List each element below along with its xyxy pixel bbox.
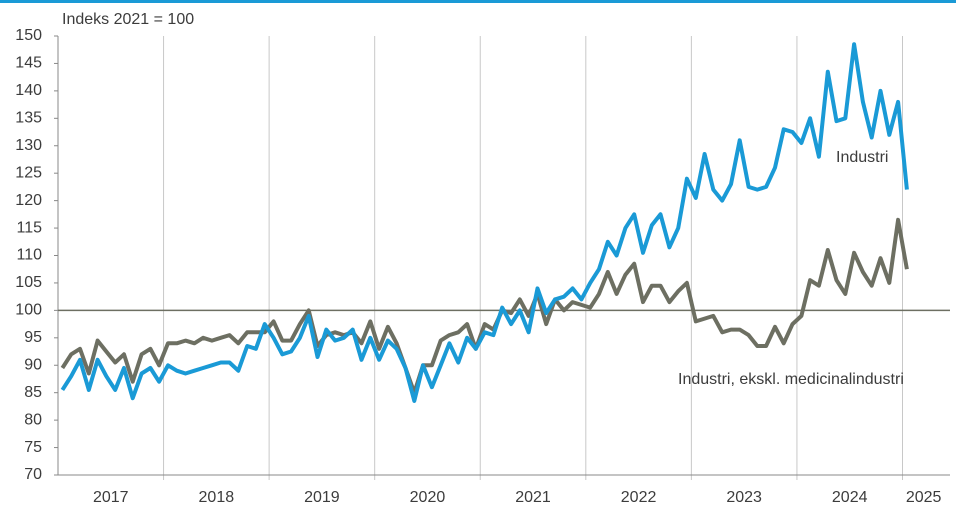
y-tick-label: 70 [24, 466, 42, 483]
top-border [0, 0, 956, 3]
y-tick-label: 95 [24, 329, 42, 346]
series-label: Industri, ekskl. medicinalindustri [678, 371, 904, 388]
series-label: Industri [836, 149, 888, 166]
y-tick-label: 115 [16, 219, 42, 236]
y-tick-label: 75 [24, 439, 42, 456]
y-tick-label: 80 [24, 411, 42, 428]
y-tick-label: 125 [15, 164, 42, 181]
y-tick-label: 105 [15, 274, 42, 291]
y-tick-label: 90 [24, 356, 42, 373]
x-tick-label: 2025 [906, 489, 942, 506]
y-tick-label: 110 [16, 247, 42, 264]
x-tick-label: 2021 [515, 489, 551, 506]
y-tick-label: 85 [24, 384, 42, 401]
x-tick-label: 2017 [93, 489, 129, 506]
y-tick-label: 130 [15, 137, 42, 154]
y-tick-label: 150 [15, 27, 42, 44]
y-tick-label: 145 [15, 55, 42, 72]
x-tick-label: 2024 [832, 489, 868, 506]
x-tick-label: 2022 [621, 489, 657, 506]
series-line [60, 217, 909, 395]
y-axis-label: Indeks 2021 = 100 [62, 11, 194, 28]
x-tick-label: 2020 [410, 489, 446, 506]
y-tick-label: 120 [15, 192, 42, 209]
y-tick-label: 100 [15, 302, 42, 319]
x-tick-label: 2023 [726, 489, 762, 506]
y-tick-label: 135 [15, 110, 42, 127]
y-tick-label: 140 [15, 82, 42, 99]
x-tick-label: 2019 [304, 489, 340, 506]
x-tick-label: 2018 [199, 489, 235, 506]
series-line [60, 42, 909, 403]
